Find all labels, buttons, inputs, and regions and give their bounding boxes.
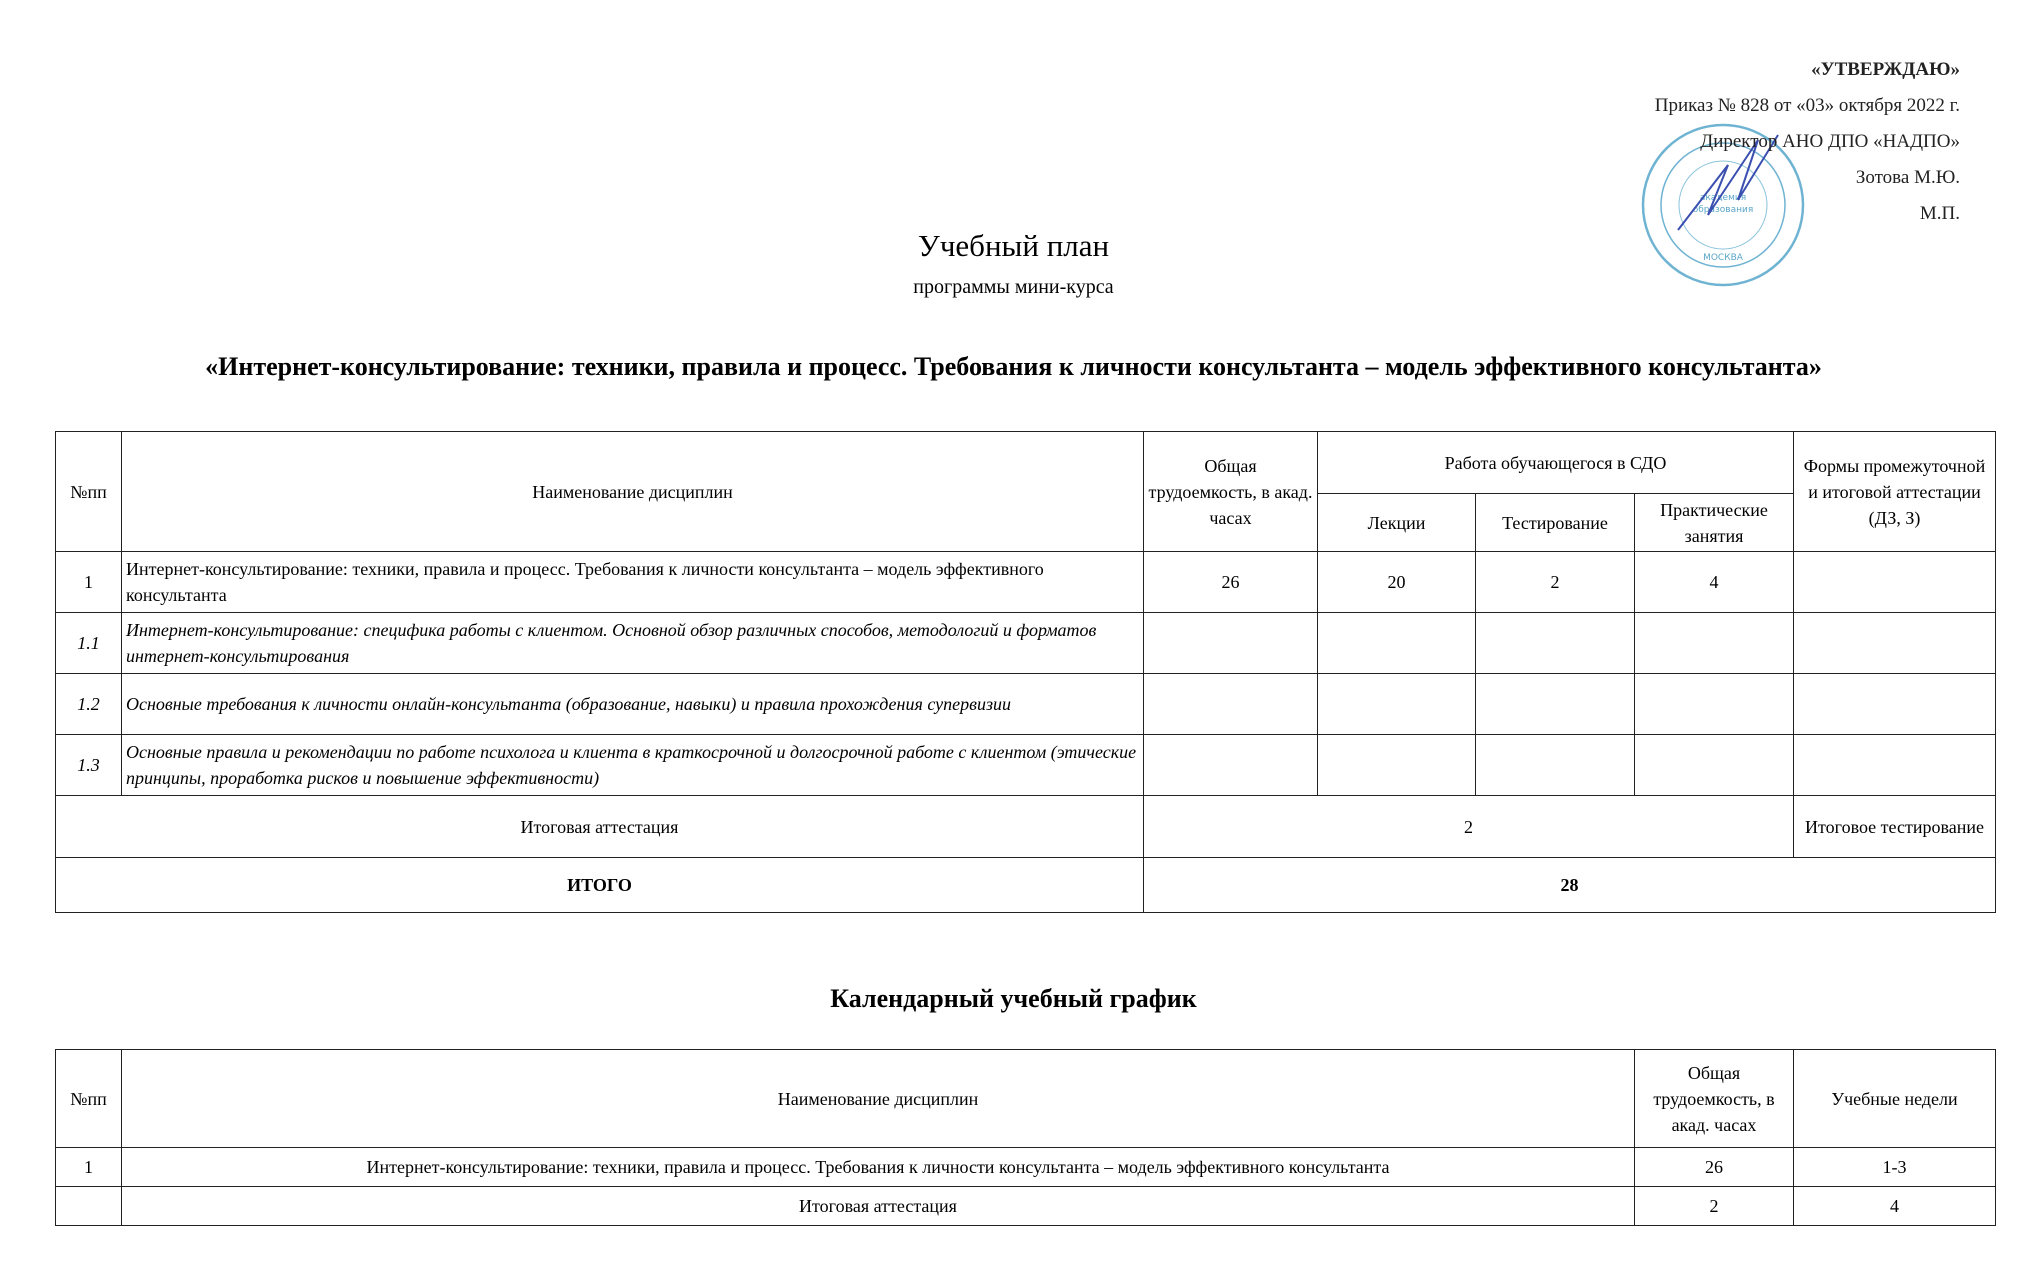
row-num: 1 [55, 1147, 122, 1187]
header-name: Наименование дисциплин [121, 431, 1144, 552]
approval-block: «УТВЕРЖДАЮ» Приказ № 828 от «03» октября… [1655, 52, 1960, 232]
approval-title: «УТВЕРЖДАЮ» [1811, 59, 1960, 80]
header-testing: Тестирование [1475, 493, 1635, 552]
study-plan-table: №пп Наименование дисциплин Общая трудоем… [55, 431, 1996, 913]
row-name: Интернет-консультирование: техники, прав… [121, 551, 1144, 613]
header-num: №пп [55, 431, 122, 552]
approval-name: Зотова М.Ю. [1855, 167, 1960, 188]
row-weeks: 1-3 [1793, 1147, 1996, 1187]
header-name: Наименование дисциплин [121, 1049, 1635, 1148]
row-name: Интернет-консультирование: техники, прав… [121, 1147, 1635, 1187]
total-hours: 28 [1143, 857, 1996, 913]
header-weeks: Учебные недели [1793, 1049, 1996, 1148]
row-name: Основные требования к личности онлайн-ко… [121, 673, 1144, 735]
course-title: «Интернет-консультирование: техники, пра… [205, 352, 1822, 381]
row-testing: 2 [1475, 551, 1635, 613]
seal-stamp-icon: академия образования МОСКВА [1641, 123, 1805, 287]
final-form: Итоговое тестирование [1793, 795, 1996, 858]
header-forms: Формы промежуточной и итоговой аттестаци… [1793, 431, 1996, 552]
row-name: Итоговая аттестация [121, 1186, 1635, 1226]
svg-text:МОСКВА: МОСКВА [1703, 253, 1744, 263]
header-practice: Практические занятия [1634, 493, 1794, 552]
table-row: 1.2 Основные требования к личности онлай… [55, 673, 1996, 735]
row-num: 1.3 [55, 734, 122, 796]
approval-order: Приказ № 828 от «03» октября 2022 г. [1654, 95, 1960, 116]
svg-text:академия: академия [1700, 193, 1746, 203]
final-attestation-row: Итоговая аттестация 2 Итоговое тестирова… [55, 795, 1996, 858]
table-row: 1 Интернет-консультирование: техники, пр… [55, 1147, 1996, 1187]
approval-position: Директор АНО ДПО «НАДПО» [1700, 131, 1960, 152]
row-total: 26 [1634, 1147, 1794, 1187]
calendar-title: Календарный учебный график [830, 984, 1197, 1013]
row-practice: 4 [1634, 551, 1794, 613]
header-work: Работа обучающегося в СДО [1317, 431, 1794, 494]
final-label: Итоговая аттестация [55, 795, 1144, 858]
header-total: Общая трудоемкость, в акад. часах [1143, 431, 1318, 552]
header-lectures: Лекции [1317, 493, 1476, 552]
table-row: 1.1 Интернет-консультирование: специфика… [55, 612, 1996, 674]
approval-seal-mark: М.П. [1919, 203, 1960, 224]
page-subtitle: программы мини-курса [913, 276, 1114, 298]
final-hours: 2 [1143, 795, 1794, 858]
header-num: №пп [55, 1049, 122, 1148]
row-num: 1 [55, 551, 122, 613]
row-weeks: 4 [1793, 1186, 1996, 1226]
table-row: 1 Интернет-консультирование: техники, пр… [55, 551, 1996, 613]
header-total: Общая трудоемкость, в акад. часах [1634, 1049, 1794, 1148]
total-label: ИТОГО [55, 857, 1144, 913]
table-row: Итоговая аттестация 2 4 [55, 1186, 1996, 1226]
page-title: Учебный план [917, 228, 1110, 263]
row-name: Основные правила и рекомендации по работ… [121, 734, 1144, 796]
row-total: 2 [1634, 1186, 1794, 1226]
row-num: 1.1 [55, 612, 122, 674]
total-row: ИТОГО 28 [55, 857, 1996, 913]
row-num [55, 1186, 122, 1226]
svg-text:образования: образования [1693, 205, 1754, 215]
row-num: 1.2 [55, 673, 122, 735]
row-name: Интернет-консультирование: специфика раб… [121, 612, 1144, 674]
table-row: 1.3 Основные правила и рекомендации по р… [55, 734, 1996, 796]
calendar-table: №пп Наименование дисциплин Общая трудоем… [55, 1049, 1996, 1226]
row-total: 26 [1143, 551, 1318, 613]
row-lectures: 20 [1317, 551, 1476, 613]
row-forms [1793, 551, 1996, 613]
